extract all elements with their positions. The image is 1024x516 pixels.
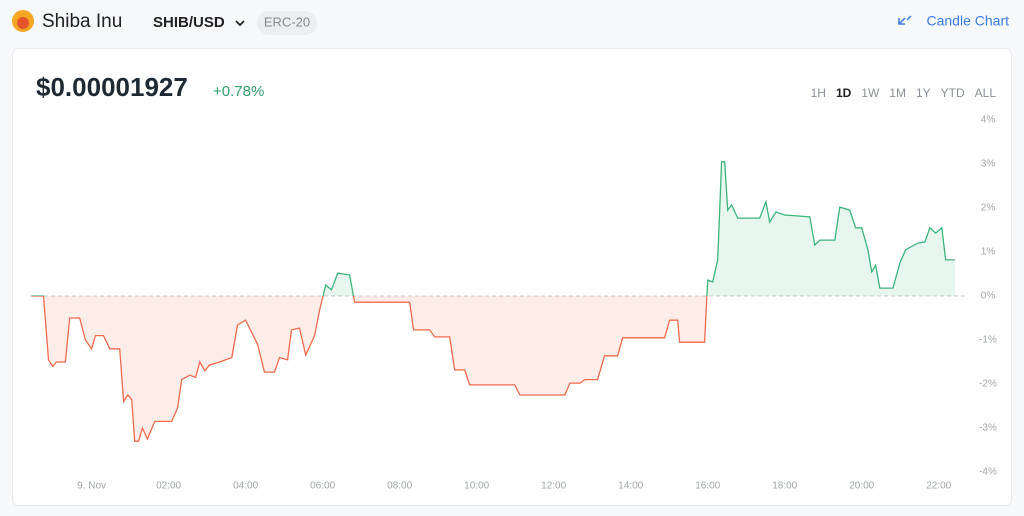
y-tick-label: 0% (981, 291, 996, 302)
x-tick-label: 20:00 (849, 481, 874, 492)
x-tick-label: 08:00 (387, 481, 412, 492)
y-tick-label: -4% (979, 467, 997, 478)
price-line (31, 161, 955, 442)
x-tick-label: 12:00 (541, 481, 566, 492)
x-tick-label: 22:00 (926, 481, 951, 492)
price-change: +0.78% (213, 83, 264, 100)
coin-name: Shiba Inu (42, 11, 122, 32)
y-tick-label: -1% (979, 335, 997, 346)
price: $0.00001927 (36, 72, 188, 102)
range-button[interactable]: 1M (889, 86, 906, 100)
y-tick-label: 2% (981, 203, 996, 214)
range-button[interactable]: YTD (941, 86, 965, 100)
x-tick-label: 04:00 (233, 481, 258, 492)
logo-face (17, 17, 29, 29)
x-tick-label: 06:00 (310, 481, 335, 492)
range-button[interactable]: 1H (811, 86, 826, 100)
y-tick-label: 1% (981, 247, 996, 258)
x-tick-label: 14:00 (618, 481, 643, 492)
range-button[interactable]: 1Y (916, 86, 931, 100)
area (31, 161, 955, 442)
range-button[interactable]: 1W (861, 86, 880, 100)
y-tick-label: 4% (981, 115, 996, 126)
pair-selector[interactable]: SHIB/USD (153, 14, 225, 31)
x-tick-label: 9. Nov (77, 481, 106, 492)
candle-chart-link[interactable]: Candle Chart (927, 13, 1010, 29)
badge: ERC-20 (264, 14, 310, 29)
y-tick-label: -3% (979, 423, 997, 434)
link-icon[interactable] (898, 15, 912, 25)
y-tick-label: 3% (981, 159, 996, 170)
x-tick-label: 16:00 (695, 481, 720, 492)
range-button[interactable]: ALL (975, 86, 997, 100)
dropdown-icon[interactable] (235, 20, 245, 27)
card (12, 48, 1012, 506)
badge-bg (257, 11, 317, 35)
range-button[interactable]: 1D (836, 86, 852, 100)
x-tick-label: 02:00 (156, 481, 181, 492)
x-tick-label: 10:00 (464, 481, 489, 492)
x-tick-label: 18:00 (772, 481, 797, 492)
y-tick-label: -2% (979, 379, 997, 390)
